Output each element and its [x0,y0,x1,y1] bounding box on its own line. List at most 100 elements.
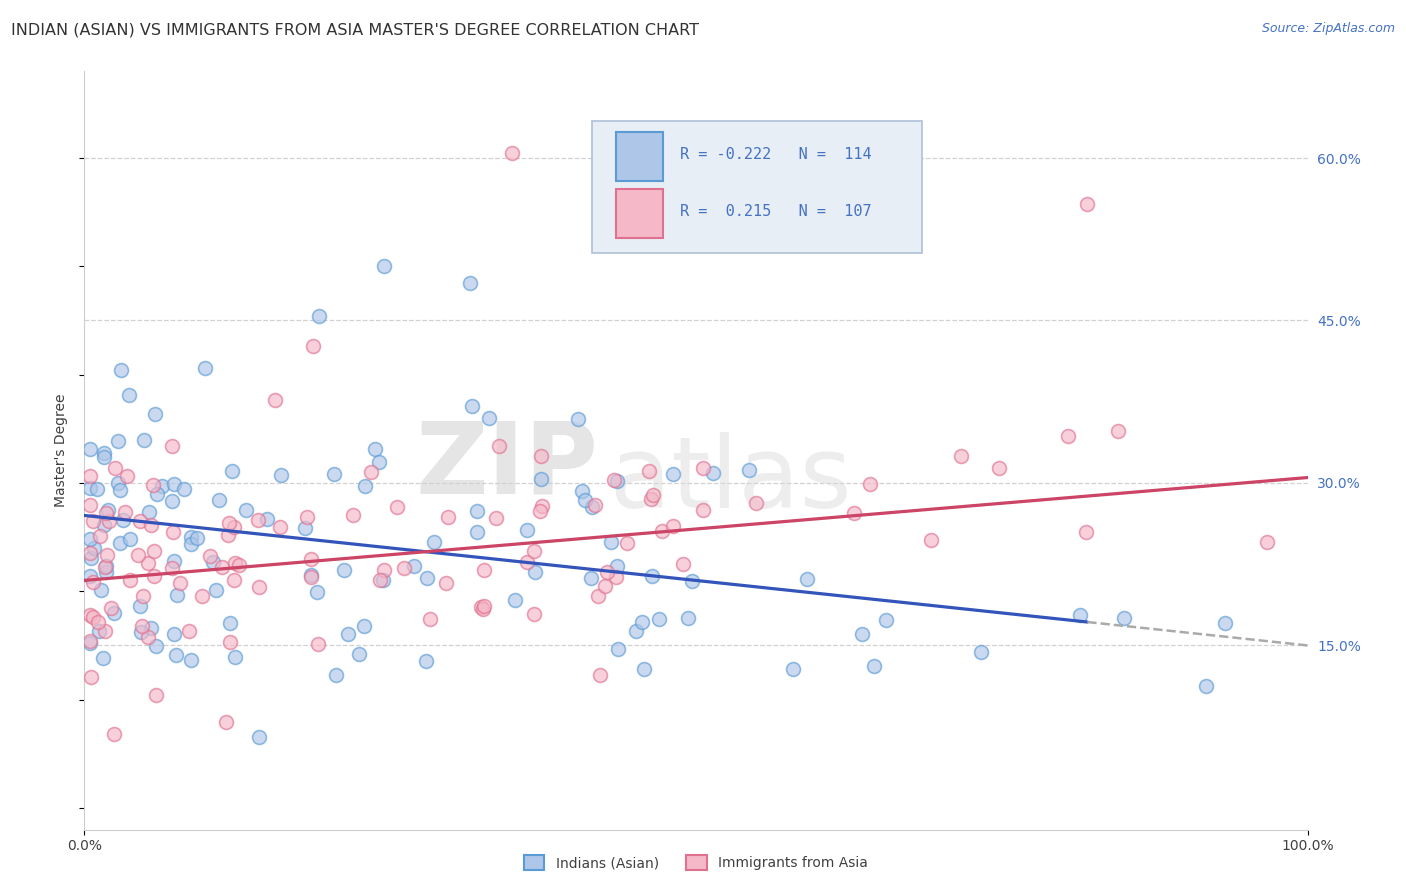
Point [640,492,662,507]
Text: ZIP: ZIP [415,417,598,514]
Point [211,559,233,574]
Point [180,537,202,551]
Point [1112,611,1135,625]
Point [782,662,804,676]
Point [215,714,238,729]
Point [603,473,626,487]
Point [79,469,101,483]
Point [531,499,554,513]
Point [104,461,127,475]
Point [269,520,291,534]
Point [295,510,318,524]
Point [91,650,114,665]
Point [96,548,118,562]
Point [342,508,364,522]
Point [246,512,269,526]
Point [142,569,165,583]
Point [141,621,163,635]
Point [128,514,150,528]
Point [202,555,225,569]
Point [581,500,603,515]
Point [127,548,149,562]
Point [692,503,714,517]
Point [107,434,129,449]
Point [643,488,665,502]
Point [970,645,993,659]
Point [162,554,184,568]
Point [373,563,395,577]
Text: R =  0.215   N =  107: R = 0.215 N = 107 [681,204,872,219]
Point [294,521,316,535]
Point [118,388,141,402]
Point [353,619,375,633]
Point [467,525,489,540]
Point [221,464,243,478]
Point [217,528,239,542]
Point [82,514,104,528]
Point [79,636,101,650]
Point [796,572,818,586]
Point [505,593,527,607]
Point [86,482,108,496]
Point [191,589,214,603]
Point [524,566,547,580]
Point [177,624,200,638]
Point [98,514,121,528]
Point [128,599,150,613]
Point [93,450,115,464]
Point [478,410,501,425]
Point [605,570,627,584]
Point [79,442,101,456]
Point [373,260,395,274]
Point [186,531,208,545]
Point [166,588,188,602]
Point [218,516,240,531]
Point [270,467,292,482]
Point [138,505,160,519]
Point [842,506,865,520]
Point [136,556,159,570]
Point [651,524,673,538]
Point [79,532,101,546]
Point [502,145,524,160]
Point [94,506,117,520]
Point [145,688,167,702]
Point [472,602,495,616]
Point [676,611,699,625]
Point [90,582,112,597]
Point [595,565,617,579]
Point [107,476,129,491]
Point [235,502,257,516]
Point [516,523,538,537]
Point [117,468,139,483]
Point [633,662,655,676]
Point [325,667,347,681]
Point [1057,429,1080,443]
Point [574,493,596,508]
Point [1256,535,1278,549]
Point [93,560,115,574]
Point [163,477,186,491]
Point [458,276,481,290]
FancyBboxPatch shape [616,132,664,181]
Point [93,446,115,460]
Point [419,612,441,626]
Point [583,498,606,512]
Point [132,433,155,447]
Point [79,546,101,560]
Point [108,536,131,550]
Point [256,512,278,526]
Point [415,654,437,668]
Text: Source: ZipAtlas.com: Source: ZipAtlas.com [1261,22,1395,36]
Point [118,573,141,587]
Text: atlas: atlas [610,433,852,529]
Point [368,574,391,588]
Point [488,438,510,452]
Point [530,472,553,486]
Point [571,484,593,499]
Point [94,624,117,638]
Point [94,565,117,579]
Legend: Indians (Asian), Immigrants from Asia: Indians (Asian), Immigrants from Asia [517,850,875,876]
Point [863,659,886,673]
Point [472,599,495,613]
